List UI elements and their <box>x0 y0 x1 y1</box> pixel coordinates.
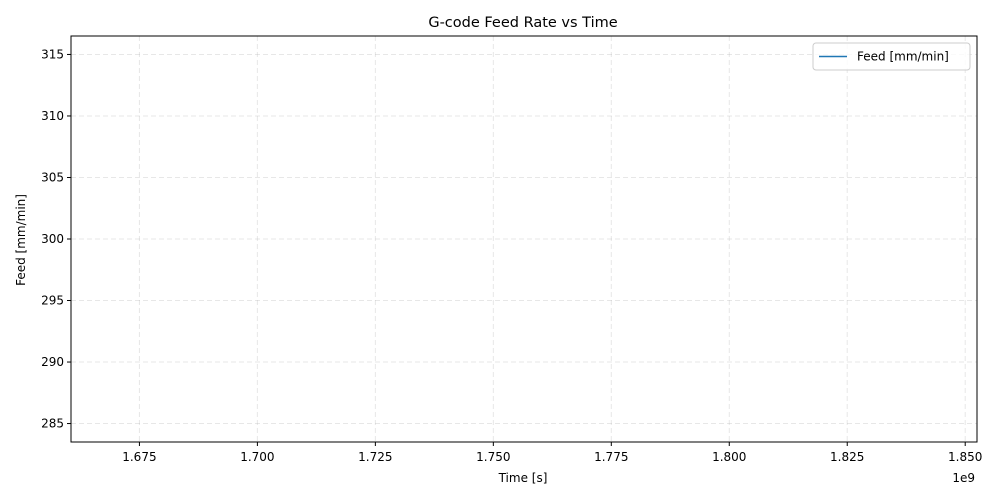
x-tick-label: 1.700 <box>240 450 274 464</box>
legend-box <box>812 42 971 71</box>
legend: Feed [mm/min] <box>812 42 971 71</box>
y-tick-label: 285 <box>41 417 64 431</box>
x-tick-label: 1.800 <box>712 450 746 464</box>
y-tick-label: 315 <box>41 47 64 61</box>
legend-label: Feed [mm/min] <box>857 50 949 64</box>
x-tick-label: 1.675 <box>122 450 156 464</box>
y-tick-label: 310 <box>41 109 64 123</box>
chart-title: G-code Feed Rate vs Time <box>428 15 617 31</box>
x-axis-title: Time [s] <box>498 471 548 485</box>
y-tick-label: 300 <box>41 232 64 246</box>
y-tick-label: 290 <box>41 355 64 369</box>
x-offset-label: 1e9 <box>952 471 975 485</box>
x-tick-label: 1.825 <box>830 450 864 464</box>
y-axis-title: Feed [mm/min] <box>14 194 28 286</box>
y-axis: 285 290 295 300 305 310 315 <box>41 47 71 431</box>
x-tick-label: 1.775 <box>594 450 628 464</box>
y-tick-label: 295 <box>41 294 64 308</box>
x-tick-label: 1.750 <box>476 450 510 464</box>
x-tick-label: 1.725 <box>358 450 392 464</box>
y-tick-label: 305 <box>41 170 64 184</box>
x-tick-label: 1.850 <box>948 450 982 464</box>
x-axis: 1.675 1.700 1.725 1.750 1.775 1.800 1.825 1.850 <box>122 442 982 464</box>
